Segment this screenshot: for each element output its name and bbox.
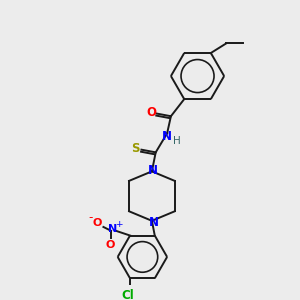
Text: N: N (108, 224, 118, 234)
Text: O: O (146, 106, 156, 119)
Text: S: S (131, 142, 140, 155)
Text: +: + (115, 220, 122, 229)
Text: N: N (149, 216, 159, 229)
Text: N: N (162, 130, 172, 143)
Text: -: - (88, 211, 92, 224)
Text: O: O (92, 218, 101, 228)
Text: O: O (105, 240, 115, 250)
Text: H: H (173, 136, 181, 146)
Text: Cl: Cl (122, 289, 134, 300)
Text: N: N (148, 164, 158, 177)
